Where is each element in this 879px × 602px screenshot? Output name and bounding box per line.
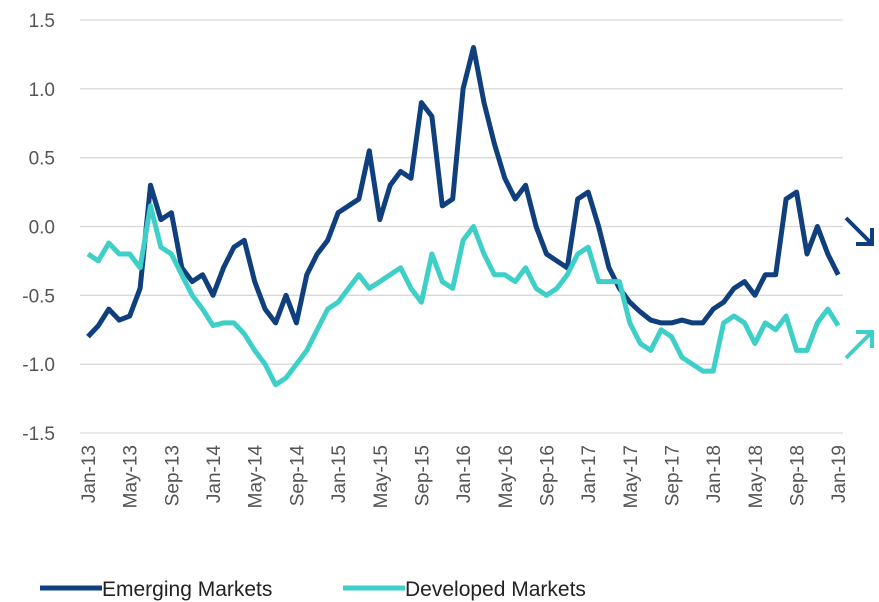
x-tick-label: Sep-17	[663, 445, 684, 506]
y-tick-label: 1.5	[29, 11, 55, 32]
x-tick-label: May-17	[621, 445, 642, 508]
x-tick-label: May-15	[371, 445, 392, 508]
up-arrow	[844, 330, 874, 360]
x-tick-label: Sep-13	[162, 445, 183, 506]
y-tick-label: -0.5	[22, 286, 55, 307]
x-tick-label: May-18	[746, 445, 767, 508]
x-tick-label: Jan-13	[79, 445, 100, 503]
y-tick-label: 1.0	[29, 80, 55, 101]
x-tick-label: May-16	[496, 445, 517, 508]
x-tick-label: Sep-15	[412, 445, 433, 506]
x-tick-label: Jan-17	[579, 445, 600, 503]
x-tick-label: Sep-18	[788, 445, 809, 506]
line-series	[86, 203, 841, 388]
x-tick-label: Jan-18	[704, 445, 725, 503]
legend-label: Emerging Markets	[102, 578, 272, 601]
legend-label: Developed Markets	[405, 578, 586, 601]
x-tick-label: Jan-19	[829, 445, 850, 503]
x-tick-label: Jan-16	[454, 445, 475, 503]
y-tick-label: -1.5	[22, 424, 55, 445]
x-tick-label: May-14	[246, 445, 267, 509]
y-tick-label: -1.0	[22, 355, 55, 376]
y-tick-label: 0.5	[29, 149, 55, 170]
x-tick-label: May-13	[121, 445, 142, 508]
x-tick-label: Sep-16	[537, 445, 558, 506]
y-tick-label: 0.0	[29, 218, 55, 239]
x-tick-label: Sep-14	[287, 445, 308, 507]
line-series	[86, 45, 841, 339]
down-arrow	[844, 216, 874, 246]
x-tick-label: Jan-15	[329, 445, 350, 503]
x-tick-label: Jan-14	[204, 445, 225, 504]
